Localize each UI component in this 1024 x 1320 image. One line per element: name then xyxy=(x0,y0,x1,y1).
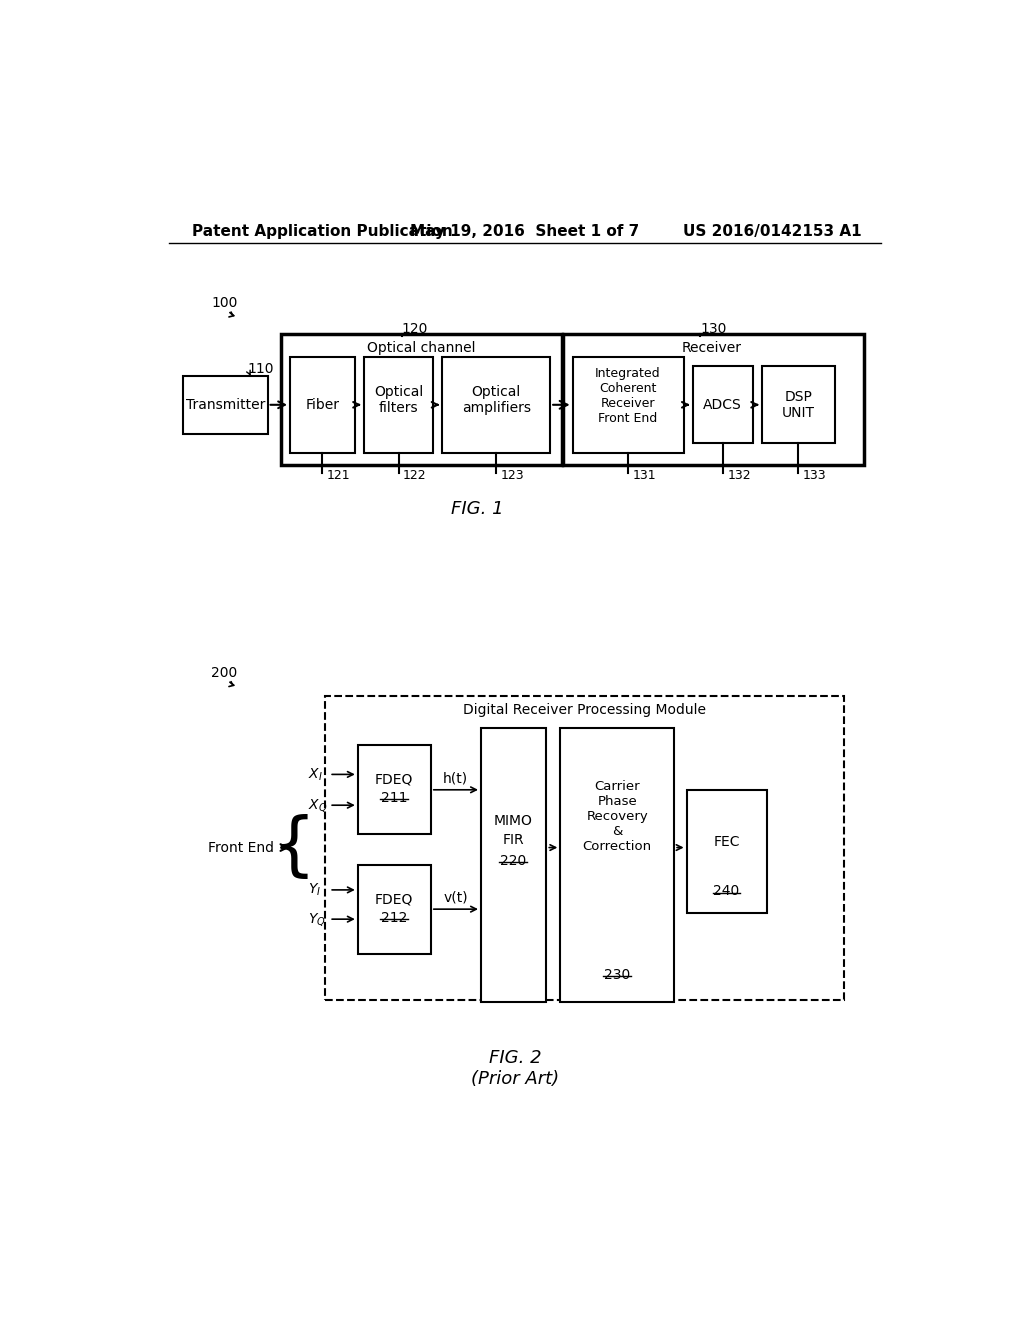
Text: 212: 212 xyxy=(381,911,408,924)
Text: Fiber: Fiber xyxy=(305,397,339,412)
Text: 120: 120 xyxy=(401,322,428,337)
Text: 110: 110 xyxy=(248,363,274,376)
Bar xyxy=(325,696,845,1001)
Text: Optical
amplifiers: Optical amplifiers xyxy=(462,385,530,416)
Text: 131: 131 xyxy=(633,469,656,482)
Text: US 2016/0142153 A1: US 2016/0142153 A1 xyxy=(683,224,862,239)
Text: h(t): h(t) xyxy=(443,771,468,785)
Text: 130: 130 xyxy=(700,322,727,337)
Text: 240: 240 xyxy=(714,884,739,899)
Bar xyxy=(560,729,674,1002)
Text: May 19, 2016  Sheet 1 of 7: May 19, 2016 Sheet 1 of 7 xyxy=(411,224,639,239)
Text: 230: 230 xyxy=(604,968,631,982)
Text: 122: 122 xyxy=(403,469,427,482)
Text: {: { xyxy=(271,814,316,880)
Text: $X_I$: $X_I$ xyxy=(307,766,323,783)
Text: Receiver: Receiver xyxy=(682,341,742,355)
Text: FIG. 1: FIG. 1 xyxy=(451,500,504,517)
Bar xyxy=(357,744,431,834)
Text: FIG. 2: FIG. 2 xyxy=(489,1049,542,1067)
Text: 211: 211 xyxy=(381,791,408,804)
Bar xyxy=(183,376,267,434)
Text: DSP
UNIT: DSP UNIT xyxy=(781,389,815,420)
Bar xyxy=(357,866,431,954)
Text: Carrier
Phase
Recovery
&
Correction: Carrier Phase Recovery & Correction xyxy=(583,780,651,853)
Text: Optical channel: Optical channel xyxy=(367,341,475,355)
Text: ADCS: ADCS xyxy=(703,397,742,412)
Bar xyxy=(692,367,753,444)
Text: $Y_I$: $Y_I$ xyxy=(307,882,321,898)
Bar xyxy=(686,789,767,913)
Text: v(t): v(t) xyxy=(443,891,468,904)
Text: 200: 200 xyxy=(211,665,238,680)
Text: FEC: FEC xyxy=(714,836,739,849)
Text: Patent Application Publication: Patent Application Publication xyxy=(193,224,453,239)
Text: Front End: Front End xyxy=(208,841,273,854)
Text: FIR: FIR xyxy=(503,833,524,847)
Text: (Prior Art): (Prior Art) xyxy=(471,1069,560,1088)
Text: Integrated
Coherent
Receiver
Front End: Integrated Coherent Receiver Front End xyxy=(595,367,660,425)
Text: MIMO: MIMO xyxy=(494,813,532,828)
Text: FDEQ: FDEQ xyxy=(375,892,413,906)
Bar xyxy=(572,358,684,453)
Bar xyxy=(281,334,562,465)
Text: 121: 121 xyxy=(327,469,350,482)
Text: $Y_Q$: $Y_Q$ xyxy=(307,911,326,928)
Text: Optical
filters: Optical filters xyxy=(374,385,423,416)
Text: Transmitter: Transmitter xyxy=(185,397,265,412)
Bar xyxy=(563,334,863,465)
Bar xyxy=(442,358,550,453)
Text: 123: 123 xyxy=(501,469,524,482)
Bar xyxy=(762,367,836,444)
Text: 100: 100 xyxy=(211,296,238,310)
Text: 132: 132 xyxy=(727,469,751,482)
Bar xyxy=(481,729,547,1002)
Bar xyxy=(364,358,433,453)
Text: FDEQ: FDEQ xyxy=(375,772,413,785)
Text: $X_Q$: $X_Q$ xyxy=(307,797,327,813)
Bar xyxy=(290,358,355,453)
Text: 133: 133 xyxy=(803,469,826,482)
Text: 220: 220 xyxy=(500,854,526,867)
Text: Digital Receiver Processing Module: Digital Receiver Processing Module xyxy=(463,702,707,717)
